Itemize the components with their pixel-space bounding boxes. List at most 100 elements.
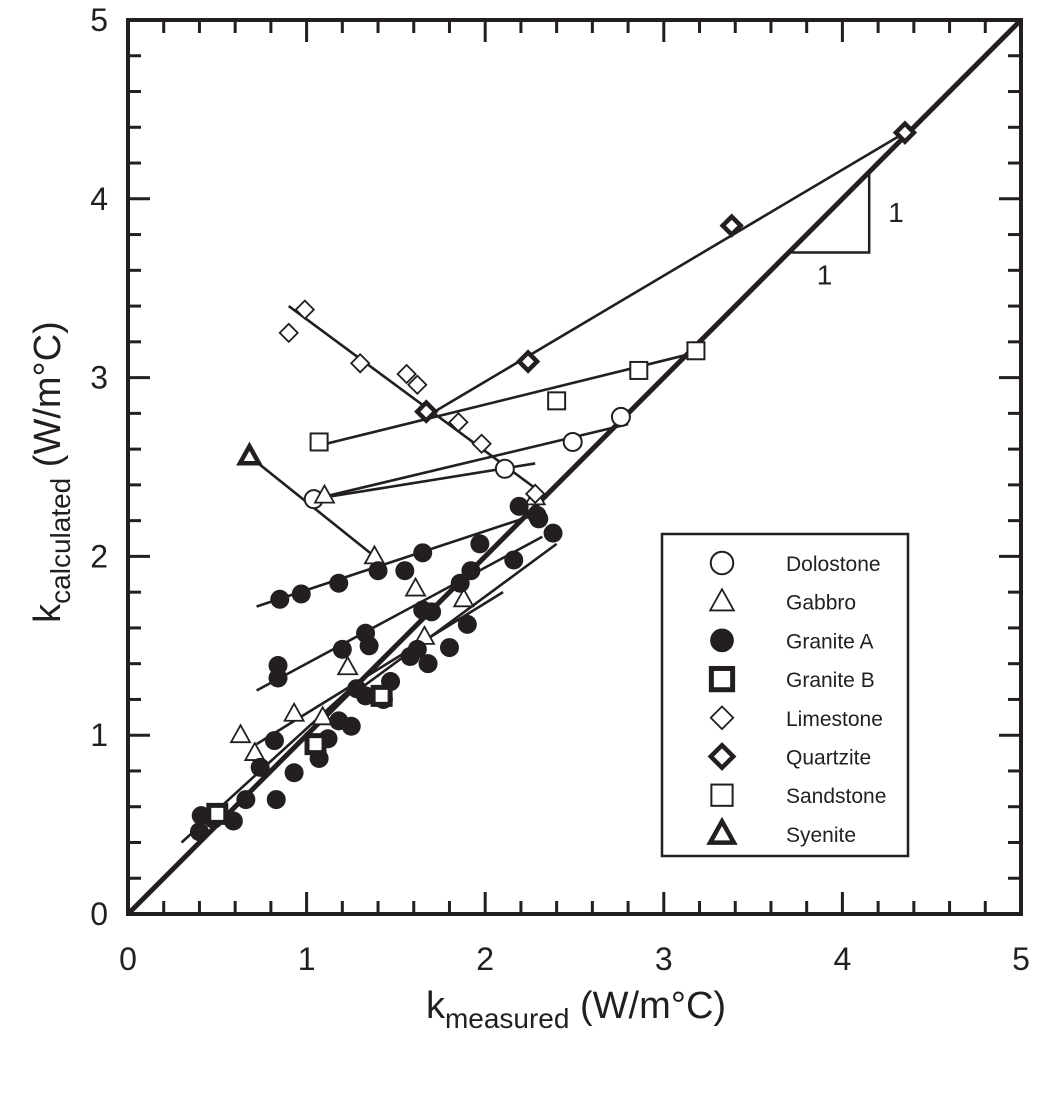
point-limestone [524,483,546,505]
point-granite-a [470,534,490,554]
point-limestone [407,374,428,396]
x-tick-label: 1 [298,941,316,977]
y-tick-label: 1 [90,717,108,753]
legend-label-limestone: Limestone [786,708,883,731]
point-granite-a [264,731,284,751]
point-granite-a [291,584,311,604]
point-granite-b [304,733,327,756]
point-quartzite [719,213,744,238]
point-granite-a [422,602,442,622]
x-axis-title-unit: (W/m°C) [569,985,726,1027]
point-gabbro [313,483,336,504]
data-points [189,120,918,842]
x-tick-label: 5 [1012,941,1030,977]
point-granite-a [189,822,209,842]
legend-marker-sandstone [710,783,734,807]
fit-line-quartzite [430,131,906,415]
point-gabbro [311,705,334,726]
point-sandstone [629,360,649,380]
fit-line-granite-a [359,542,558,690]
slope-labels: 11 [817,197,904,291]
legend-label-sandstone: Sandstone [786,785,886,808]
point-gabbro [229,723,252,744]
point-granite-a [270,589,290,609]
point-granite-a [457,614,477,634]
y-axis-title-main: k [27,603,69,623]
point-granite-a [284,763,304,783]
point-granite-a [543,523,563,543]
legend-marker-syenite [706,816,738,845]
x-tick-label: 3 [655,941,673,977]
point-granite-a [418,654,438,674]
point-limestone [278,322,300,344]
legend-label-granite-b: Granite B [786,669,875,692]
y-tick-label: 5 [90,2,108,38]
point-granite-a [266,790,286,810]
point-dolostone [494,458,515,479]
x-axis-title-sub: measured [445,1003,570,1034]
point-gabbro [452,587,475,608]
point-granite-b [370,684,393,707]
point-limestone [471,433,492,455]
point-granite-a [236,790,256,810]
point-limestone [448,412,469,433]
point-granite-a [509,496,529,516]
legend-label-dolostone: Dolostone [786,553,881,576]
legend-box [660,532,910,858]
point-limestone [294,299,316,320]
point-granite-a [450,573,470,593]
point-granite-a [439,638,459,658]
point-quartzite [892,120,918,145]
point-granite-a [527,505,547,525]
point-granite-a [359,636,379,656]
point-granite-a [395,561,415,581]
point-syenite [236,441,263,466]
legend-marker-granite-b [708,665,736,693]
x-tick-label: 4 [834,941,852,977]
point-quartzite [414,399,439,424]
point-granite-a [407,639,427,659]
legend-label-syenite: Syenite [786,824,856,847]
point-granite-a [223,811,243,831]
one-to-one-line [126,18,1023,916]
tick-labels: 0 1 2 3 4 5 0 1 2 3 4 5 [90,2,1030,977]
point-granite-a [332,639,352,659]
slope-run-label: 1 [817,260,833,291]
point-limestone [396,363,417,385]
y-tick-label: 0 [90,896,108,932]
point-dolostone [610,406,631,427]
point-granite-a [341,716,361,736]
point-granite-b [206,802,229,825]
point-sandstone [309,432,329,452]
plot-frame [126,18,1023,916]
legend-label-gabbro: Gabbro [786,592,856,615]
point-granite-a [356,686,376,706]
point-granite-a [250,757,270,777]
fit-line-granite-a [255,535,543,692]
slope-triangle [788,171,871,254]
legend-marker-granite-a [710,628,734,653]
point-granite-a [461,561,481,581]
x-axis-title: kmeasured (W/m°C) [426,985,726,1034]
point-granite-a [268,655,288,675]
point-granite-a [329,573,349,593]
x-axis-title-main: k [426,985,446,1027]
legend-marker-dolostone [709,550,735,576]
legend-label-quartzite: Quartzite [786,747,871,770]
point-granite-a [368,561,388,581]
reference-line [126,18,1023,916]
point-gabbro [243,741,266,761]
slope-marker [788,171,871,254]
legend-marker-gabbro [708,587,736,612]
x-tick-label: 0 [119,941,137,977]
point-gabbro [336,655,359,676]
point-granite-a [413,543,433,563]
point-dolostone [562,431,583,452]
point-gabbro [283,701,306,722]
legend-marker-quartzite [707,742,737,771]
y-axis-title-unit: (W/m°C) [27,321,69,478]
y-tick-label: 3 [90,360,108,396]
y-tick-label: 4 [90,181,108,217]
point-sandstone [547,391,567,411]
